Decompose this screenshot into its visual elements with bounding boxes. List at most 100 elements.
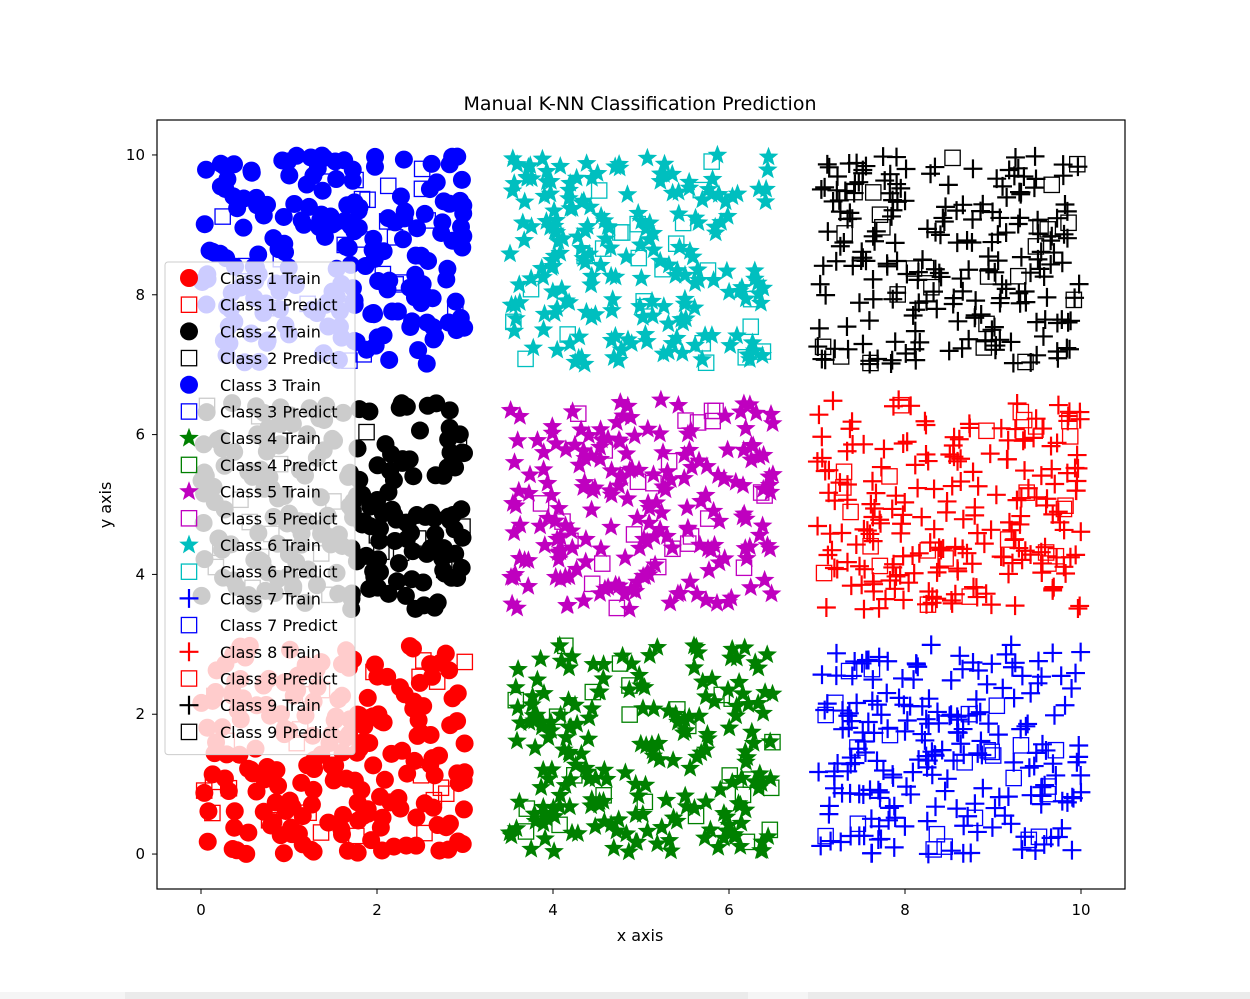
class-7-train-point — [1036, 740, 1056, 760]
class-9-train-point — [1027, 312, 1046, 332]
class-4-predict-point — [687, 807, 705, 825]
class-4-predict-point — [723, 690, 741, 707]
class-1-train-point — [384, 837, 403, 856]
legend-entry: Class 7 Train — [220, 589, 321, 608]
class-9-train-point — [966, 291, 986, 311]
class-9-train-point — [860, 351, 880, 371]
class-9-train-point — [990, 330, 1010, 350]
class-4-train-point — [575, 757, 596, 777]
class-5-train-point — [566, 559, 587, 578]
class-6-train-point — [572, 192, 592, 211]
class-5-train-point — [559, 566, 580, 586]
class-4-train-point — [752, 831, 773, 851]
class-4-train-point — [661, 840, 681, 860]
class-8-predict-point — [1055, 500, 1073, 518]
class-7-train-point — [1051, 666, 1071, 686]
class-4-predict-point — [584, 683, 602, 701]
class-4-predict-point — [611, 655, 629, 672]
class-9-train-point — [853, 334, 873, 354]
class-4-train-point — [526, 704, 547, 724]
class-7-train-point — [953, 843, 973, 863]
class-5-train-point — [660, 469, 681, 488]
class-6-train-point — [576, 301, 597, 321]
class-9-train-point — [931, 225, 950, 245]
class-4-train-point — [719, 814, 739, 834]
class-3-train-point — [224, 155, 243, 174]
class-7-predict-point — [925, 841, 942, 858]
class-7-train-point — [951, 734, 971, 754]
class-9-train-point — [913, 250, 932, 270]
class-5-train-point — [741, 449, 762, 469]
class-3-train-point — [234, 218, 253, 237]
class-6-train-point — [668, 181, 689, 201]
legend-entry: Class 3 Train — [220, 376, 321, 395]
class-8-train-point — [1005, 529, 1025, 549]
class-4-train-point — [532, 712, 553, 731]
class-4-train-point — [684, 798, 705, 817]
class-2-train-point — [434, 539, 453, 558]
class-8-train-point — [991, 418, 1011, 438]
class-2-train-point — [370, 563, 389, 582]
class-5-train-point — [601, 516, 621, 536]
class-7-train-point — [1069, 736, 1089, 755]
class-1-predict-point — [348, 827, 365, 845]
class-8-train-point — [1059, 402, 1079, 422]
class-4-train-point — [541, 720, 561, 739]
class-4-train-point — [550, 784, 571, 804]
class-5-train-point — [573, 440, 594, 460]
class-6-train-point — [727, 325, 747, 345]
class-2-predict-point — [373, 543, 390, 561]
class-5-train-point — [579, 425, 599, 444]
class-4-predict-point — [742, 771, 760, 788]
class-6-predict-point — [674, 214, 692, 232]
class-6-train-point — [630, 234, 651, 254]
plot-frame — [156, 119, 1126, 890]
class-6-train-point — [659, 254, 679, 274]
class-5-predict-point — [677, 412, 694, 429]
class-6-train-point — [609, 157, 630, 177]
class-7-predict-point — [983, 743, 1000, 761]
class-8-predict-point — [862, 537, 879, 555]
class-7-train-point — [897, 777, 916, 797]
class-7-train-point — [947, 799, 967, 819]
class-6-train-point — [590, 255, 611, 274]
class-9-train-point — [882, 350, 902, 370]
class-5-train-point — [752, 515, 773, 535]
class-5-train-point — [639, 512, 659, 532]
class-8-train-point — [1002, 520, 1022, 540]
class-8-train-point — [837, 490, 857, 510]
class-7-predict-point — [1020, 831, 1038, 849]
class-6-train-point — [654, 296, 674, 315]
class-1-train-point — [423, 749, 442, 768]
class-6-train-point — [684, 297, 705, 317]
class-7-train-point — [842, 711, 862, 731]
class-7-train-point — [1004, 752, 1024, 772]
class-5-train-point — [533, 459, 554, 479]
class-4-train-point — [565, 694, 585, 714]
class-8-train-point — [968, 523, 987, 543]
class-4-train-point — [527, 669, 548, 689]
class-4-train-point — [567, 713, 587, 733]
class-7-predict-point — [849, 815, 867, 833]
class-2-train-point — [434, 466, 453, 485]
class-7-train-point — [812, 665, 832, 685]
class-3-train-point — [440, 194, 459, 213]
legend-swatch — [180, 269, 198, 287]
class-8-train-point — [855, 559, 875, 579]
class-8-train-point — [841, 576, 861, 596]
class-6-predict-point — [703, 153, 720, 170]
class-5-train-point — [542, 416, 563, 435]
class-3-train-point — [249, 245, 268, 264]
class-3-train-point — [369, 272, 388, 291]
class-4-train-point — [744, 771, 765, 791]
class-7-train-point — [869, 816, 889, 836]
class-5-train-point — [575, 448, 596, 467]
class-8-train-point — [953, 539, 973, 559]
class-6-train-point — [653, 343, 674, 363]
class-7-train-point — [901, 785, 921, 804]
class-5-train-point — [680, 571, 700, 591]
class-6-train-point — [702, 169, 723, 188]
class-4-train-point — [688, 642, 709, 662]
class-9-train-point — [952, 338, 972, 358]
class-6-train-point — [567, 226, 588, 246]
